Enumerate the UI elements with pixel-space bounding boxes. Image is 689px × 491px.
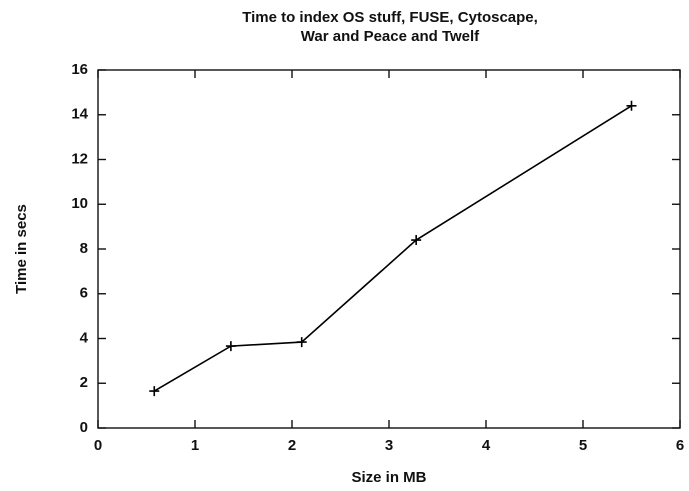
chart-title: War and Peace and Twelf — [301, 28, 480, 45]
y-tick-label: 16 — [71, 61, 88, 78]
y-tick-label: 4 — [80, 329, 89, 346]
y-tick-label: 0 — [80, 419, 88, 436]
x-axis-label: Size in MB — [351, 469, 426, 486]
data-point — [411, 235, 422, 246]
y-tick-label: 10 — [71, 195, 88, 212]
x-tick-label: 6 — [676, 437, 684, 454]
data-point — [225, 341, 236, 352]
y-axis-label: Time in secs — [13, 204, 30, 294]
y-tick-label: 2 — [80, 374, 88, 391]
plot-frame — [97, 69, 681, 429]
x-tick-label: 0 — [94, 437, 102, 454]
data-line — [153, 105, 632, 392]
x-tick-label: 3 — [385, 437, 393, 454]
y-tick-label: 8 — [80, 240, 88, 257]
data-point — [149, 386, 160, 397]
data-point — [626, 100, 637, 111]
y-tick-label: 12 — [71, 150, 88, 167]
chart-title: Time to index OS stuff, FUSE, Cytoscape, — [242, 9, 538, 26]
x-tick-label: 5 — [579, 437, 587, 454]
x-tick-label: 2 — [288, 437, 296, 454]
x-tick-label: 4 — [482, 437, 491, 454]
y-tick-label: 6 — [80, 285, 88, 302]
data-point — [296, 337, 307, 348]
x-tick-label: 1 — [191, 437, 199, 454]
y-tick-label: 14 — [71, 106, 88, 123]
